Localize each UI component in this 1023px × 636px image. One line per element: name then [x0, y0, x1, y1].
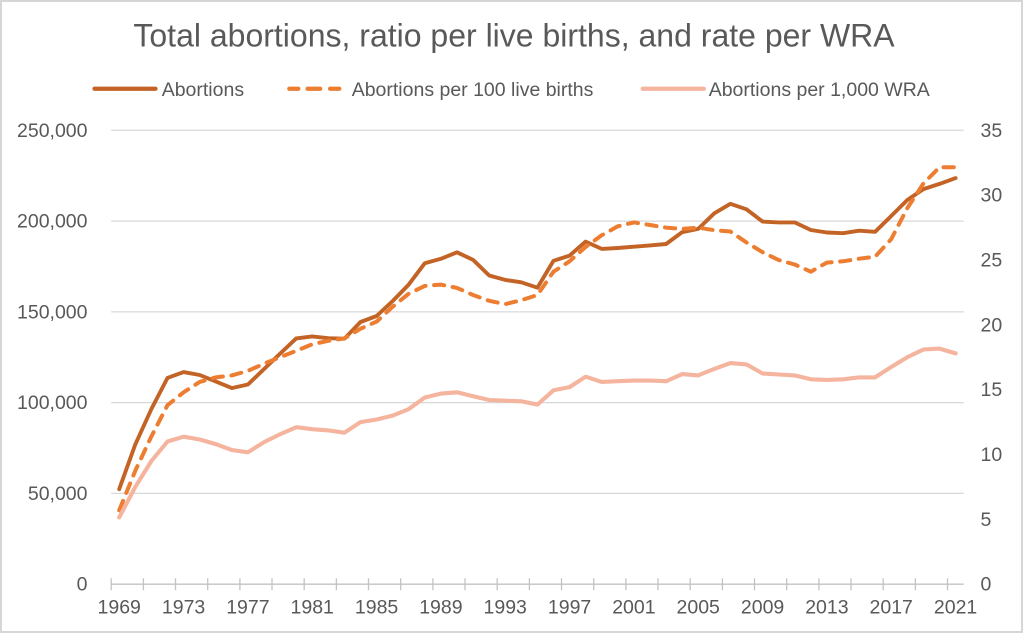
svg-text:1985: 1985	[355, 597, 399, 619]
svg-text:2013: 2013	[805, 597, 848, 619]
svg-text:10: 10	[981, 444, 1003, 466]
svg-text:1989: 1989	[419, 597, 462, 619]
svg-text:20: 20	[981, 314, 1003, 336]
svg-text:2017: 2017	[870, 597, 913, 619]
svg-text:Abortions per 1,000 WRA: Abortions per 1,000 WRA	[709, 79, 930, 101]
svg-text:Total abortions, ratio per liv: Total abortions, ratio per live births, …	[133, 18, 895, 54]
svg-text:1969: 1969	[98, 597, 141, 619]
svg-text:250,000: 250,000	[17, 120, 88, 142]
svg-text:200,000: 200,000	[17, 211, 88, 233]
svg-text:1977: 1977	[226, 597, 269, 619]
svg-text:2009: 2009	[741, 597, 784, 619]
svg-text:1981: 1981	[291, 597, 334, 619]
svg-text:15: 15	[981, 379, 1003, 401]
svg-text:2001: 2001	[612, 597, 655, 619]
svg-text:1973: 1973	[162, 597, 205, 619]
svg-text:2021: 2021	[934, 597, 977, 619]
svg-text:0: 0	[77, 574, 88, 596]
svg-text:50,000: 50,000	[28, 483, 88, 505]
svg-text:150,000: 150,000	[17, 301, 88, 323]
svg-text:Abortions: Abortions	[162, 79, 245, 101]
svg-text:1993: 1993	[484, 597, 527, 619]
svg-text:30: 30	[981, 185, 1003, 207]
svg-text:2005: 2005	[677, 597, 721, 619]
svg-text:35: 35	[981, 120, 1003, 142]
svg-text:Abortions per 100 live births: Abortions per 100 live births	[352, 79, 594, 101]
svg-text:100,000: 100,000	[17, 392, 88, 414]
svg-text:25: 25	[981, 250, 1003, 272]
svg-text:1997: 1997	[548, 597, 591, 619]
svg-text:0: 0	[981, 574, 992, 596]
svg-text:5: 5	[981, 509, 992, 531]
